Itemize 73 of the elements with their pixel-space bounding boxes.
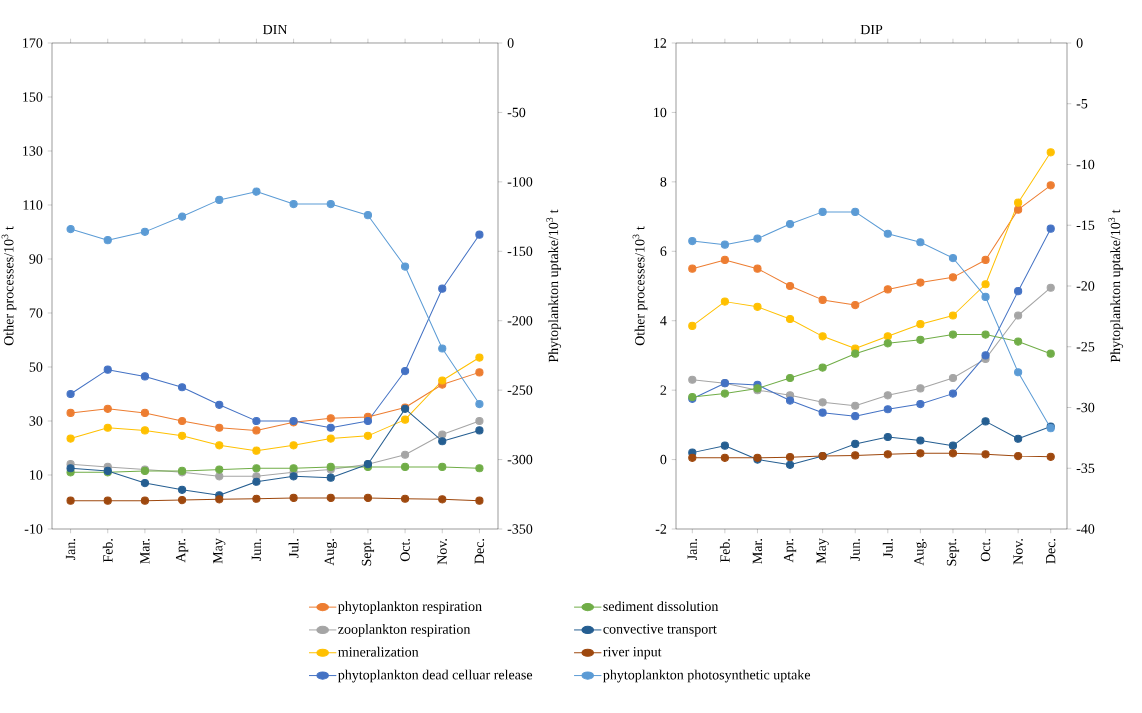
y2-tick-label: -5 xyxy=(1076,99,1088,109)
y2-tick-label: 0 xyxy=(507,38,514,48)
y-tick-label: 0 xyxy=(660,454,667,465)
y2-tick-label: -30 xyxy=(1076,402,1095,413)
x-tick-label: Jun. xyxy=(251,539,262,561)
y-tick-label: 90 xyxy=(29,254,43,264)
legend-label: phytoplankton respiration xyxy=(338,601,482,614)
y-tick-label: 2 xyxy=(660,385,667,395)
x-tick-label: Sept. xyxy=(946,539,960,566)
y2-tick-label: -150 xyxy=(507,246,533,257)
x-tick-label: Jul. xyxy=(882,539,893,558)
x-tick-label: Aug. xyxy=(914,539,927,566)
x-tick-label: Dec. xyxy=(1046,539,1056,564)
y2-axis-title: Phytoplankton uptake/10$^{3}$ t xyxy=(546,209,562,363)
x-tick-label: Feb. xyxy=(102,539,113,563)
legend-label: river input xyxy=(603,647,662,660)
x-tick-label: Nov. xyxy=(437,539,447,565)
y-tick-label: 10 xyxy=(654,107,667,118)
legend-label: zooplankton respiration xyxy=(338,624,471,637)
legend-label: convective transport xyxy=(603,624,717,637)
y2-tick-label: -350 xyxy=(507,524,533,534)
x-tick-label: Jan. xyxy=(65,539,76,560)
y-axis-title: Other processes/10$^{3}$ t xyxy=(632,226,648,346)
y2-tick-label: -100 xyxy=(507,177,533,187)
x-tick-label: Jul. xyxy=(288,539,299,558)
legend-label: phytoplankton photosynthetic uptake xyxy=(603,669,811,683)
y-tick-label: 150 xyxy=(23,92,43,102)
x-tick-label: Feb. xyxy=(719,539,730,563)
x-tick-label: Jun. xyxy=(850,539,860,561)
x-tick-label: Nov. xyxy=(1013,539,1023,565)
y-tick-label: -2 xyxy=(655,524,667,534)
y-tick-label: 8 xyxy=(660,177,667,187)
y2-tick-label: -20 xyxy=(1076,281,1095,291)
y-tick-label: 170 xyxy=(23,38,43,48)
y-tick-label: 12 xyxy=(654,38,667,48)
y-tick-label: 4 xyxy=(660,316,667,326)
y2-axis-title: Phytoplankton uptake/10$^{3}$ t xyxy=(1108,209,1124,363)
y2-tick-label: -10 xyxy=(1076,159,1095,170)
x-tick-label: Apr. xyxy=(783,539,797,563)
legend-label: sediment dissolution xyxy=(603,601,719,612)
x-tick-label: Apr. xyxy=(175,539,189,563)
x-tick-label: Oct. xyxy=(400,539,410,562)
x-tick-label: Sept. xyxy=(361,539,375,566)
y2-tick-label: -40 xyxy=(1076,524,1095,534)
y2-tick-label: 0 xyxy=(1076,38,1083,48)
x-tick-label: May xyxy=(213,538,226,564)
y2-tick-label: -200 xyxy=(507,315,533,326)
y2-tick-label: -35 xyxy=(1076,463,1095,473)
y-axis-title: Other processes/10$^{3}$ t xyxy=(1,226,17,346)
x-tick-label: Aug. xyxy=(324,539,337,566)
x-tick-label: Oct. xyxy=(980,539,991,562)
legend-label: mineralization xyxy=(338,646,419,657)
y-tick-label: 70 xyxy=(29,308,43,318)
y-tick-label: 10 xyxy=(30,470,43,480)
y2-tick-label: -15 xyxy=(1076,220,1095,230)
x-tick-label: Dec. xyxy=(474,539,485,564)
y-tick-label: 130 xyxy=(23,146,43,156)
y-tick-label: 110 xyxy=(23,200,43,210)
y2-tick-label: -50 xyxy=(507,107,526,118)
y2-tick-label: -250 xyxy=(507,385,533,395)
y-tick-label: 30 xyxy=(29,416,43,426)
y2-tick-label: -300 xyxy=(507,454,533,465)
y-tick-label: 50 xyxy=(29,362,43,372)
chart-title: DIP xyxy=(860,24,883,35)
chart-title: DIN xyxy=(262,24,288,35)
x-tick-label: Jan. xyxy=(687,539,697,560)
y2-tick-label: -25 xyxy=(1076,342,1095,352)
y-tick-label: 6 xyxy=(660,246,667,256)
y-tick-label: -10 xyxy=(24,524,43,534)
x-tick-label: Mar. xyxy=(140,539,150,564)
x-tick-label: Mar. xyxy=(752,539,763,564)
legend-label: phytoplankton dead celluar release xyxy=(338,669,533,683)
x-tick-label: May xyxy=(816,538,829,564)
